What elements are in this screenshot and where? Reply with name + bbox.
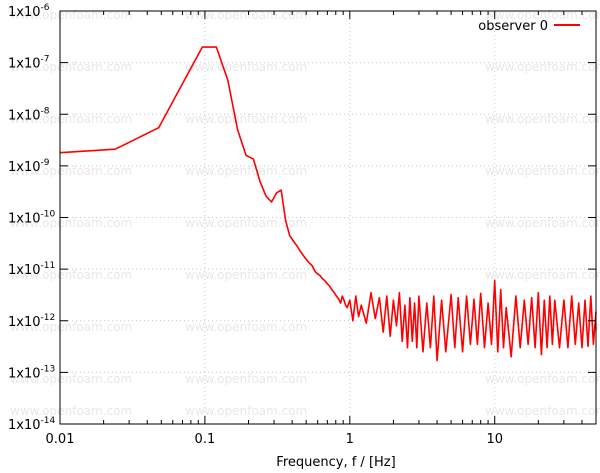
watermark-text: www.openfoam.com (485, 216, 600, 230)
y-tick-exponent: -9 (41, 158, 50, 168)
grid-lines (60, 11, 596, 424)
watermark-text: www.openfoam.com (185, 60, 307, 74)
y-tick-label: 1x10-14 (8, 416, 55, 433)
y-tick-label: 1x10-7 (8, 55, 50, 72)
legend-label: observer 0 (478, 19, 548, 34)
watermark-text: www.openfoam.com (10, 268, 132, 282)
x-tick-labels: 0.01 0.1 1 10 (46, 432, 503, 447)
y-tick-exponent: -6 (41, 3, 50, 13)
watermark-text: www.openfoam.com (10, 112, 132, 126)
y-tick-base: 1x10 (8, 212, 41, 227)
watermark-text: www.openfoam.com (485, 268, 600, 282)
watermark-text: www.openfoam.com (10, 320, 132, 334)
watermark-text: www.openfoam.com (185, 372, 307, 386)
legend: observer 0 (478, 19, 580, 34)
watermark-text: www.openfoam.com (185, 320, 307, 334)
y-tick-label: 1x10-10 (8, 210, 55, 227)
watermark-text: www.openfoam.com (10, 60, 132, 74)
y-tick-base: 1x10 (8, 5, 41, 20)
y-tick-label: 1x10-13 (8, 364, 55, 381)
watermark-text: www.openfoam.com (485, 372, 600, 386)
y-tick-exponent: -11 (41, 261, 56, 271)
watermark-text: www.openfoam.com (10, 164, 132, 178)
watermark-text: www.openfoam.com (185, 8, 307, 22)
y-tick-label: 1x10-11 (8, 261, 55, 278)
y-tick-label: 1x10-6 (8, 3, 50, 20)
watermark-text: www.openfoam.com (185, 404, 307, 418)
x-axis-title: Frequency, f / [Hz] (276, 455, 395, 470)
y-tick-label: 1x10-8 (8, 106, 50, 123)
watermark-text: www.openfoam.com (10, 372, 132, 386)
x-tick-label: 0.01 (46, 432, 75, 447)
y-tick-label: 1x10-12 (8, 313, 55, 330)
watermark-text: www.openfoam.com (485, 404, 600, 418)
x-tick-label: 10 (486, 432, 503, 447)
y-tick-exponent: -14 (41, 416, 56, 426)
y-tick-base: 1x10 (8, 160, 41, 175)
y-tick-label: 1x10-9 (8, 158, 50, 175)
y-tick-base: 1x10 (8, 263, 41, 278)
watermark-text: www.openfoam.com (185, 268, 307, 282)
y-tick-base: 1x10 (8, 108, 41, 123)
y-tick-exponent: -7 (41, 55, 50, 65)
tick-marks (59, 10, 597, 425)
watermark-layer: www.openfoam.com www.openfoam.com www.open… (10, 8, 600, 418)
watermark-text: www.openfoam.com (10, 404, 132, 418)
watermark-text: www.openfoam.com (185, 112, 307, 126)
x-tick-label: 0.1 (195, 432, 216, 447)
y-tick-base: 1x10 (8, 418, 41, 433)
watermark-text: www.openfoam.com (485, 164, 600, 178)
watermark-text: www.openfoam.com (185, 164, 307, 178)
y-tick-base: 1x10 (8, 366, 41, 381)
series-layer (59, 46, 597, 362)
watermark-text: www.openfoam.com (485, 112, 600, 126)
watermark-text: www.openfoam.com (10, 216, 132, 230)
y-tick-exponent: -13 (41, 364, 56, 374)
y-tick-exponent: -8 (41, 106, 50, 116)
y-tick-exponent: -12 (41, 313, 56, 323)
y-tick-base: 1x10 (8, 57, 41, 72)
watermark-text: www.openfoam.com (185, 216, 307, 230)
y-tick-base: 1x10 (8, 315, 41, 330)
y-tick-exponent: -10 (41, 210, 56, 220)
x-tick-label: 1 (346, 432, 354, 447)
y-tick-labels: 1x10-141x10-131x10-121x10-111x10-101x10-… (8, 3, 55, 433)
series-line (59, 46, 597, 362)
watermark-text: www.openfoam.com (485, 60, 600, 74)
